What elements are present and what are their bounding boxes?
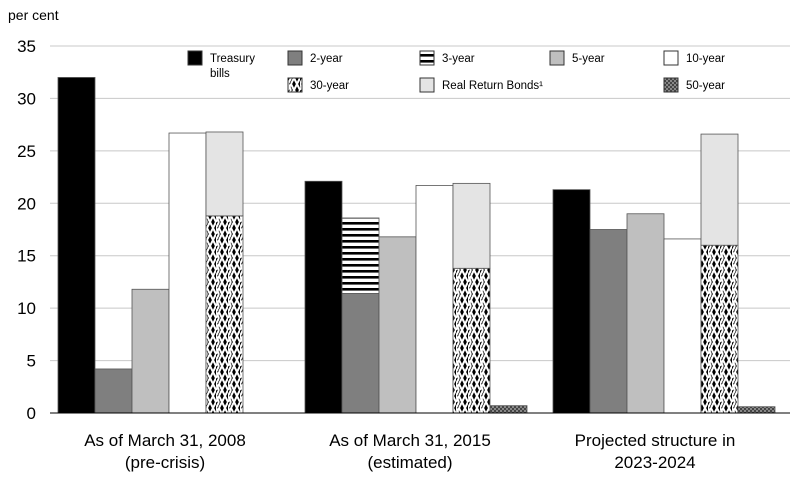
category-label: 2023-2024 xyxy=(614,453,695,472)
legend-swatch-y5 xyxy=(549,50,565,66)
bar-y3 xyxy=(341,217,380,294)
category-labels: As of March 31, 2008 (pre-crisis) As of Ma… xyxy=(84,431,735,472)
bars xyxy=(57,77,776,414)
bar-rrb xyxy=(205,131,244,217)
legend-swatch-y30 xyxy=(287,77,303,93)
legend: Treasury bills 2-year 3-year 5-year 10-year 30… xyxy=(187,50,725,93)
legend-label-y5: 5-year xyxy=(572,53,605,65)
y-tick-label: 10 xyxy=(17,299,36,318)
bar-y2 xyxy=(94,368,133,414)
y-tick-label: 20 xyxy=(17,194,36,213)
bar-y10 xyxy=(168,132,207,414)
category-label: (estimated) xyxy=(367,453,452,472)
bar-y30 xyxy=(205,215,244,414)
legend-swatch-rrb xyxy=(419,77,435,93)
legend-label-y30: 30-year xyxy=(310,80,349,92)
bar-y50 xyxy=(489,405,528,414)
category-label: Projected structure in xyxy=(575,431,736,450)
y-tick-label: 30 xyxy=(17,89,36,108)
y-tick-label: 15 xyxy=(17,247,36,266)
legend-label-y2: 2-year xyxy=(310,53,343,65)
category-label: (pre-crisis) xyxy=(125,453,205,472)
bar-y10 xyxy=(415,185,454,414)
y-tick-label: 5 xyxy=(27,352,36,371)
bar-tbills xyxy=(57,77,96,414)
bar-y2 xyxy=(589,229,628,414)
legend-label-tbills: bills xyxy=(210,68,230,80)
category-label: As of March 31, 2015 xyxy=(329,431,491,450)
bar-y50 xyxy=(737,406,776,414)
legend-label-y3: 3-year xyxy=(442,53,475,65)
y-tick-label: 25 xyxy=(17,142,36,161)
category-label: As of March 31, 2008 xyxy=(84,431,246,450)
bar-y10 xyxy=(663,238,702,414)
legend-label-rrb: Real Return Bonds¹ xyxy=(442,80,543,92)
legend-swatch-y50 xyxy=(663,77,679,93)
y-tick-label: 0 xyxy=(27,404,36,423)
legend-label-y50: 50-year xyxy=(686,80,725,92)
bar-tbills xyxy=(552,189,591,414)
bar-y30 xyxy=(452,267,491,414)
bar-y30 xyxy=(700,244,739,414)
unit-label: per cent xyxy=(8,7,59,23)
bar-y5 xyxy=(131,288,170,414)
bar-tbills xyxy=(304,180,343,414)
legend-label-y10: 10-year xyxy=(686,53,725,65)
bar-rrb xyxy=(700,133,739,246)
legend-swatch-y2 xyxy=(287,50,303,66)
legend-swatch-y10 xyxy=(663,50,679,66)
bar-y5 xyxy=(626,213,665,414)
bar-rrb xyxy=(452,182,491,269)
y-tick-label: 35 xyxy=(17,37,36,56)
y-axis-ticks: 0 5 10 15 20 25 30 35 xyxy=(17,37,36,423)
legend-label-tbills: Treasury xyxy=(210,53,255,65)
legend-swatch-y3 xyxy=(419,50,435,66)
bar-y5 xyxy=(378,236,417,414)
legend-swatch-tbills xyxy=(187,50,203,66)
bar-y2 xyxy=(341,293,380,414)
